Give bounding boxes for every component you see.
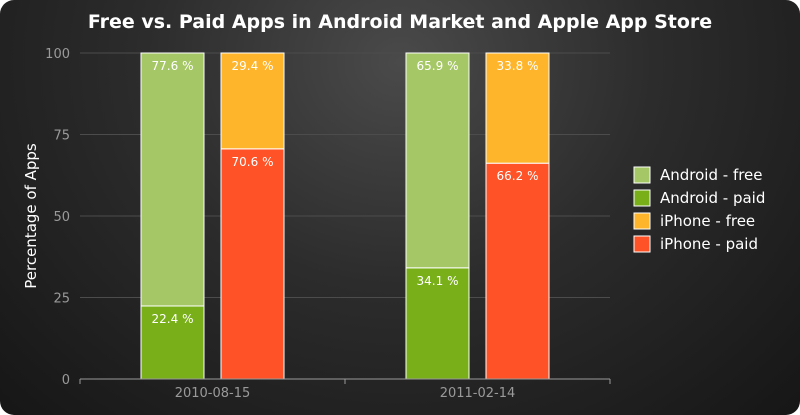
axes: 0 25 50 75 100 2010-08-15 2011-02-14 — [45, 47, 611, 401]
y-tick-label-50: 50 — [53, 210, 70, 225]
legend-swatch-android-free — [633, 166, 651, 184]
data-label-iphone-free-0: 29.4 % — [232, 59, 274, 73]
y-tick-label-75: 75 — [53, 129, 70, 144]
data-label-android-free-0: 77.6 % — [152, 59, 194, 73]
data-label-iphone-free-1: 33.8 % — [497, 59, 539, 73]
y-tick-label-25: 25 — [53, 292, 70, 307]
bar-android-paid-0 — [140, 305, 205, 380]
legend-label-iphone-paid: iPhone - paid — [660, 235, 758, 253]
bar-android-paid-1 — [405, 267, 470, 380]
x-tick-label-1: 2011-02-14 — [440, 386, 516, 401]
bar-iphone-paid-0 — [220, 148, 285, 380]
legend-label-android-free: Android - free — [660, 166, 763, 184]
legend-swatch-iphone-free — [633, 212, 651, 230]
bars: 22.4 % 77.6 % 70.6 % 29.4 % 34.1 % 65.9 % 66.2… — [140, 52, 550, 380]
legend: Android - free Android - paid iPhone - fre… — [633, 166, 765, 253]
legend-label-iphone-free: iPhone - free — [660, 212, 755, 230]
legend-swatch-android-paid — [633, 189, 651, 207]
data-label-android-paid-1: 34.1 % — [417, 274, 459, 288]
bar-android-free-1 — [405, 52, 470, 269]
y-tick-label-0: 0 — [62, 373, 70, 388]
data-label-android-paid-0: 22.4 % — [152, 312, 194, 326]
data-label-iphone-paid-0: 70.6 % — [232, 155, 274, 169]
data-label-iphone-paid-1: 66.2 % — [497, 169, 539, 183]
bar-iphone-free-0 — [220, 52, 285, 150]
y-axis-label: Percentage of Apps — [22, 143, 40, 289]
bar-iphone-paid-1 — [485, 162, 550, 380]
x-tick-label-0: 2010-08-15 — [175, 386, 251, 401]
chart-title: Free vs. Paid Apps in Android Market and… — [88, 11, 712, 33]
y-tick-label-100: 100 — [45, 47, 70, 62]
data-label-android-free-1: 65.9 % — [417, 59, 459, 73]
bar-android-free-0 — [140, 52, 205, 307]
bar-iphone-free-1 — [485, 52, 550, 164]
legend-swatch-iphone-paid — [633, 235, 651, 253]
legend-label-android-paid: Android - paid — [660, 189, 765, 207]
